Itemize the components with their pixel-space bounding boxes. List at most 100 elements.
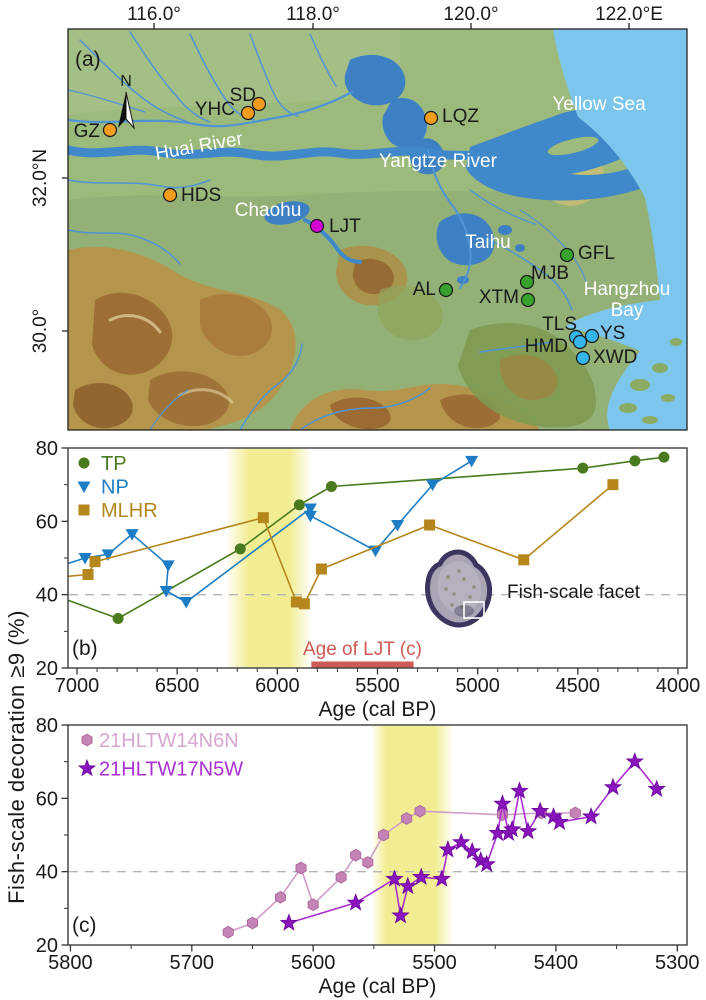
marker-square: [298, 598, 310, 610]
site-MJB: MJB: [519, 263, 569, 290]
marker-star: [530, 801, 550, 819]
site-dot-YHC: [240, 105, 256, 121]
xtick-label-c: 5700: [170, 952, 215, 974]
xlabel-c: Age (cal BP): [319, 975, 437, 998]
water-label-taihu: Taihu: [465, 232, 510, 253]
marker-square: [518, 554, 530, 566]
marker-hexagon: [335, 870, 347, 884]
site-label-YS: YS: [600, 323, 625, 344]
site-label-YHC: YHC: [195, 99, 235, 120]
panel-c: 5800 5700 5600 5500 5400 5300 20 40 60 80 Age (cal…: [36, 715, 700, 998]
marker-circle: [293, 499, 305, 511]
ytick-label-b: 20: [36, 658, 58, 680]
marker-square: [78, 504, 90, 516]
marker-hexagon: [401, 812, 413, 825]
marker-star: [603, 777, 623, 796]
ytick-label-b: 40: [36, 585, 58, 607]
site-dot-LJT: [309, 218, 325, 234]
xtick-label-c: 5600: [291, 952, 336, 974]
xtick-label-b: 6000: [255, 675, 300, 697]
xtick-label-b: 4000: [656, 675, 701, 697]
site-label-SD: SD: [230, 85, 256, 106]
map-lon-label: 120.0°: [443, 4, 498, 25]
site-SD: SD: [230, 85, 267, 112]
site-label-LJT: LJT: [329, 216, 361, 237]
site-YHC: YHC: [195, 99, 256, 121]
marker-hexagon: [247, 916, 258, 930]
legend-label-MLHR: MLHR: [101, 500, 158, 522]
series-line-21HLTW17N5W: [288, 760, 658, 924]
map-axes: 116.0° 118.0° 120.0° 122.0°E 32.0°N 30.0°: [30, 4, 663, 353]
site-XTM: XTM: [479, 287, 536, 308]
marker-square: [607, 479, 619, 491]
marker-circle: [577, 462, 589, 474]
marker-circle: [78, 457, 90, 469]
marker-hexagon: [307, 898, 319, 912]
xtick-label-b: 7000: [55, 675, 100, 697]
marker-circle: [325, 481, 337, 492]
ytick-label-c: 40: [36, 862, 58, 884]
marker-square: [89, 556, 101, 568]
water-label-chaohu: Chaohu: [235, 200, 302, 221]
legend-c: 21HLTW14N6N 21HLTW17N5W: [77, 730, 243, 781]
marker-star: [346, 893, 365, 911]
map-lon-label: 118.0°: [286, 4, 340, 25]
site-HMD: HMD: [525, 334, 588, 357]
site-dot-GFL: [559, 247, 575, 263]
marker-triangle-down: [77, 481, 91, 493]
xtick-label-c: 5400: [534, 952, 579, 974]
photo-zoom-box: [463, 601, 485, 619]
shared-ylabel: Fish-scale decoration ≥9 (%): [4, 610, 29, 904]
marker-square: [315, 563, 327, 575]
water-label-yangtze-river: Yangtze River: [379, 151, 498, 172]
ytick-label-b: 60: [36, 511, 58, 533]
age-of-ljt-bar: [311, 661, 414, 668]
series-line-TP: [67, 456, 665, 620]
marker-hexagon: [350, 848, 362, 862]
legend-label-21HLTW14N6N: 21HLTW14N6N: [99, 730, 239, 752]
series-line-21HLTW14N6N: [227, 810, 576, 933]
marker-star: [581, 807, 601, 825]
north-arrow-label: N: [120, 73, 132, 90]
marker-circle: [629, 455, 641, 467]
marker-star: [398, 876, 417, 895]
map-lon-label: 116.0°: [127, 4, 181, 25]
axes-c: 5800 5700 5600 5500 5400 5300 20 40 60 80 Age (cal…: [36, 715, 700, 998]
fish-scale-facet-photo: [425, 549, 493, 628]
marker-star: [279, 913, 299, 931]
marker-star: [412, 867, 431, 885]
marker-hexagon: [274, 890, 286, 904]
marker-star: [510, 781, 529, 799]
highlight-band-b: [225, 448, 312, 668]
map-lat-label: 32.0°N: [30, 149, 51, 207]
marker-star: [438, 840, 458, 858]
map-frame: [67, 28, 688, 431]
marker-circle: [658, 451, 670, 463]
marker-star: [432, 869, 451, 887]
site-dot-YS: [584, 328, 600, 344]
marker-star: [385, 869, 404, 887]
legend-label-TP: TP: [101, 453, 127, 475]
site-label-MJB: MJB: [531, 263, 569, 284]
site-YS: YS: [584, 323, 625, 344]
site-label-AL: AL: [413, 279, 436, 300]
series-NP: [67, 455, 479, 609]
marker-square: [290, 596, 302, 608]
site-dot-LQZ: [423, 110, 439, 126]
marker-star: [463, 841, 482, 860]
site-dot-SD: [251, 96, 267, 112]
site-label-HDS: HDS: [181, 185, 221, 206]
ytick-label-c: 60: [36, 788, 58, 810]
marker-triangle-down: [125, 529, 139, 541]
site-GFL: GFL: [559, 243, 615, 264]
north-arrow: N: [118, 73, 135, 130]
marker-star: [77, 758, 97, 777]
marker-star: [625, 752, 644, 770]
site-label-GFL: GFL: [578, 243, 615, 264]
age-of-ljt-label: Age of LJT (c): [303, 639, 422, 660]
marker-star: [477, 854, 496, 873]
site-dot-HDS: [162, 187, 178, 203]
